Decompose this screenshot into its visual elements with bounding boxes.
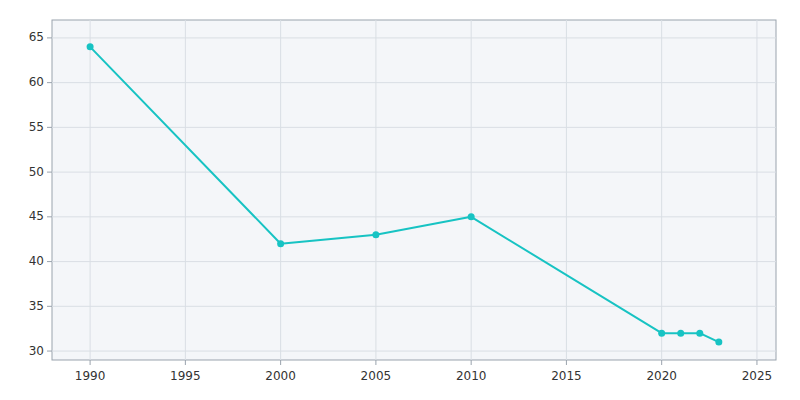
grid-line-x [756, 20, 757, 360]
tick-label-x: 2025 [742, 369, 773, 383]
grid [52, 20, 776, 360]
grid-line-x [661, 20, 662, 360]
tick-label-y: 45 [29, 209, 44, 223]
tick-label-x: 2015 [551, 369, 582, 383]
grid-line-x [375, 20, 376, 360]
plot-frame [52, 20, 776, 360]
point [658, 330, 665, 337]
point [87, 43, 94, 50]
tick-label-y: 65 [29, 30, 44, 44]
tick-y [47, 37, 52, 38]
grid-line-y [52, 82, 776, 83]
tick-label-y: 55 [29, 120, 44, 134]
tick-label-y: 60 [29, 75, 44, 89]
tick-label-y: 35 [29, 299, 44, 313]
tick-label-y: 40 [29, 254, 44, 268]
tick-label-x: 2020 [646, 369, 677, 383]
chart: 30 35 40 45 50 55 60 65 1990 1995 2000 2005 2010 2015… [0, 0, 800, 400]
grid-line-y [52, 351, 776, 352]
tick-label-x: 1995 [170, 369, 201, 383]
point [277, 240, 284, 247]
grid-line-x [185, 20, 186, 360]
tick-label-x: 1990 [75, 369, 106, 383]
tick-y [47, 127, 52, 128]
point [696, 330, 703, 337]
grid-line-y [52, 172, 776, 173]
tick-y [47, 216, 52, 217]
tick-x [661, 360, 662, 365]
tick-x [756, 360, 757, 365]
grid-line-x [280, 20, 281, 360]
grid-line-y [52, 127, 776, 128]
tick-y [47, 306, 52, 307]
tick-label-x: 2005 [361, 369, 392, 383]
tick-x [185, 360, 186, 365]
chart-container: 30 35 40 45 50 55 60 65 1990 1995 2000 2005 2010 2015… [0, 0, 800, 400]
tick-y [47, 82, 52, 83]
point [715, 339, 722, 346]
grid-line-y [52, 216, 776, 217]
grid-line-y [52, 306, 776, 307]
tick-label-x: 2000 [265, 369, 296, 383]
tick-label-x: 2010 [456, 369, 487, 383]
grid-line-x [471, 20, 472, 360]
tick-x [566, 360, 567, 365]
tick-y [47, 351, 52, 352]
line [90, 47, 719, 342]
point [677, 330, 684, 337]
grid-line-y [52, 37, 776, 38]
data-marks [87, 43, 723, 345]
tick-label-y: 30 [29, 344, 44, 358]
tick-x [375, 360, 376, 365]
point [372, 231, 379, 238]
grid-line-y [52, 261, 776, 262]
point [468, 213, 475, 220]
grid-line-x [566, 20, 567, 360]
tick-x [471, 360, 472, 365]
tick-label-y: 50 [29, 165, 44, 179]
grid-line-x [90, 20, 91, 360]
axes: 30 35 40 45 50 55 60 65 1990 1995 2000 2005 2010 2015… [29, 30, 773, 383]
tick-y [47, 172, 52, 173]
tick-y [47, 261, 52, 262]
tick-x [90, 360, 91, 365]
tick-x [280, 360, 281, 365]
